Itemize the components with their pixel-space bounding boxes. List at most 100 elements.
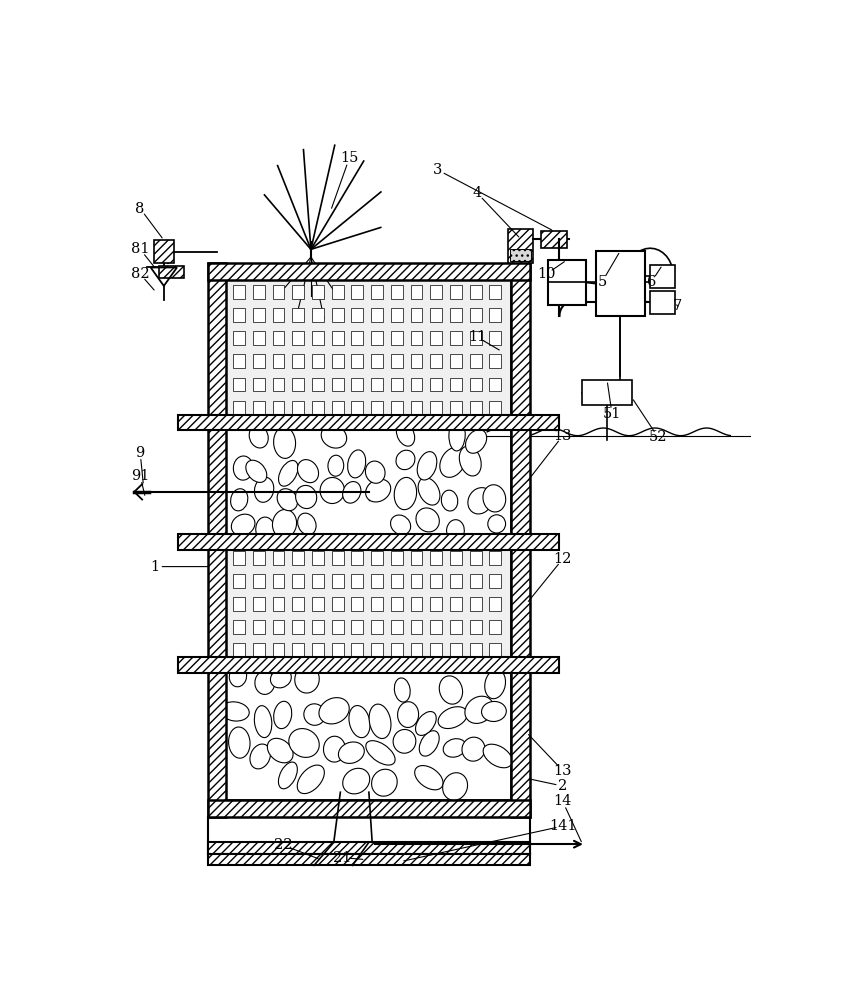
Ellipse shape — [483, 744, 512, 768]
Bar — [178, 415, 560, 430]
Bar — [159, 266, 183, 278]
Bar — [470, 597, 482, 611]
Text: 22: 22 — [274, 838, 293, 852]
Bar — [583, 380, 632, 405]
Bar — [650, 265, 675, 288]
Bar — [410, 551, 422, 565]
Bar — [510, 249, 531, 261]
Bar — [226, 542, 511, 665]
Bar — [371, 331, 383, 345]
Ellipse shape — [271, 669, 292, 688]
Bar — [233, 643, 245, 657]
Bar — [253, 285, 265, 299]
Ellipse shape — [272, 509, 297, 538]
Bar — [450, 378, 462, 391]
Ellipse shape — [278, 460, 298, 486]
Text: 8: 8 — [136, 202, 145, 216]
Bar — [272, 331, 284, 345]
Bar — [470, 401, 482, 415]
Ellipse shape — [289, 729, 319, 757]
Ellipse shape — [274, 427, 296, 458]
Bar — [351, 308, 363, 322]
Ellipse shape — [418, 478, 440, 505]
Text: 52: 52 — [649, 430, 667, 444]
Ellipse shape — [440, 447, 466, 477]
Bar — [351, 378, 363, 391]
Ellipse shape — [229, 727, 250, 758]
Bar — [154, 240, 174, 263]
Ellipse shape — [254, 706, 272, 738]
Text: 10: 10 — [537, 267, 555, 281]
Ellipse shape — [231, 489, 248, 511]
Ellipse shape — [321, 425, 347, 448]
Bar — [332, 551, 343, 565]
Bar — [489, 643, 501, 657]
Ellipse shape — [298, 513, 316, 535]
Bar — [293, 308, 304, 322]
Bar — [293, 331, 304, 345]
Bar — [489, 574, 501, 588]
Bar — [410, 401, 422, 415]
Bar — [489, 378, 501, 391]
Ellipse shape — [394, 678, 410, 702]
Ellipse shape — [398, 702, 419, 727]
Ellipse shape — [304, 704, 325, 725]
Text: 51: 51 — [603, 407, 622, 421]
Bar — [430, 331, 442, 345]
Bar — [410, 574, 422, 588]
Bar — [450, 643, 462, 657]
Bar — [371, 551, 383, 565]
Bar — [332, 354, 343, 368]
Ellipse shape — [295, 666, 319, 693]
Ellipse shape — [485, 669, 505, 699]
Text: 5: 5 — [598, 275, 607, 289]
Ellipse shape — [349, 706, 370, 738]
Ellipse shape — [246, 460, 267, 482]
Bar — [391, 401, 403, 415]
Ellipse shape — [323, 736, 345, 762]
Bar — [391, 551, 403, 565]
Bar — [293, 574, 304, 588]
Bar — [371, 643, 383, 657]
Bar — [332, 620, 343, 634]
Ellipse shape — [267, 738, 293, 763]
Ellipse shape — [320, 477, 344, 504]
Ellipse shape — [232, 514, 255, 536]
Ellipse shape — [447, 520, 465, 542]
Bar — [391, 378, 403, 391]
Bar — [293, 285, 304, 299]
Bar — [430, 354, 442, 368]
Bar — [332, 331, 343, 345]
Bar — [430, 308, 442, 322]
Bar — [253, 574, 265, 588]
Bar — [351, 597, 363, 611]
Bar — [351, 551, 363, 565]
Ellipse shape — [466, 430, 487, 453]
Bar — [391, 620, 403, 634]
Ellipse shape — [417, 452, 437, 480]
Bar — [233, 285, 245, 299]
Text: 14: 14 — [554, 794, 572, 808]
Bar — [511, 263, 530, 817]
Bar — [233, 401, 245, 415]
Bar — [351, 401, 363, 415]
Bar — [253, 597, 265, 611]
Ellipse shape — [488, 515, 505, 533]
Ellipse shape — [343, 482, 361, 503]
Bar — [391, 643, 403, 657]
Bar — [450, 285, 462, 299]
Bar — [293, 620, 304, 634]
Text: 7: 7 — [673, 299, 683, 313]
Text: 3: 3 — [433, 163, 443, 177]
Bar — [470, 551, 482, 565]
Bar — [371, 401, 383, 415]
Ellipse shape — [415, 766, 443, 790]
Text: 4: 4 — [472, 186, 482, 200]
Bar — [332, 401, 343, 415]
Bar — [208, 842, 530, 854]
Ellipse shape — [419, 731, 439, 756]
Bar — [253, 331, 265, 345]
Bar — [489, 551, 501, 565]
Bar — [430, 401, 442, 415]
Bar — [391, 308, 403, 322]
